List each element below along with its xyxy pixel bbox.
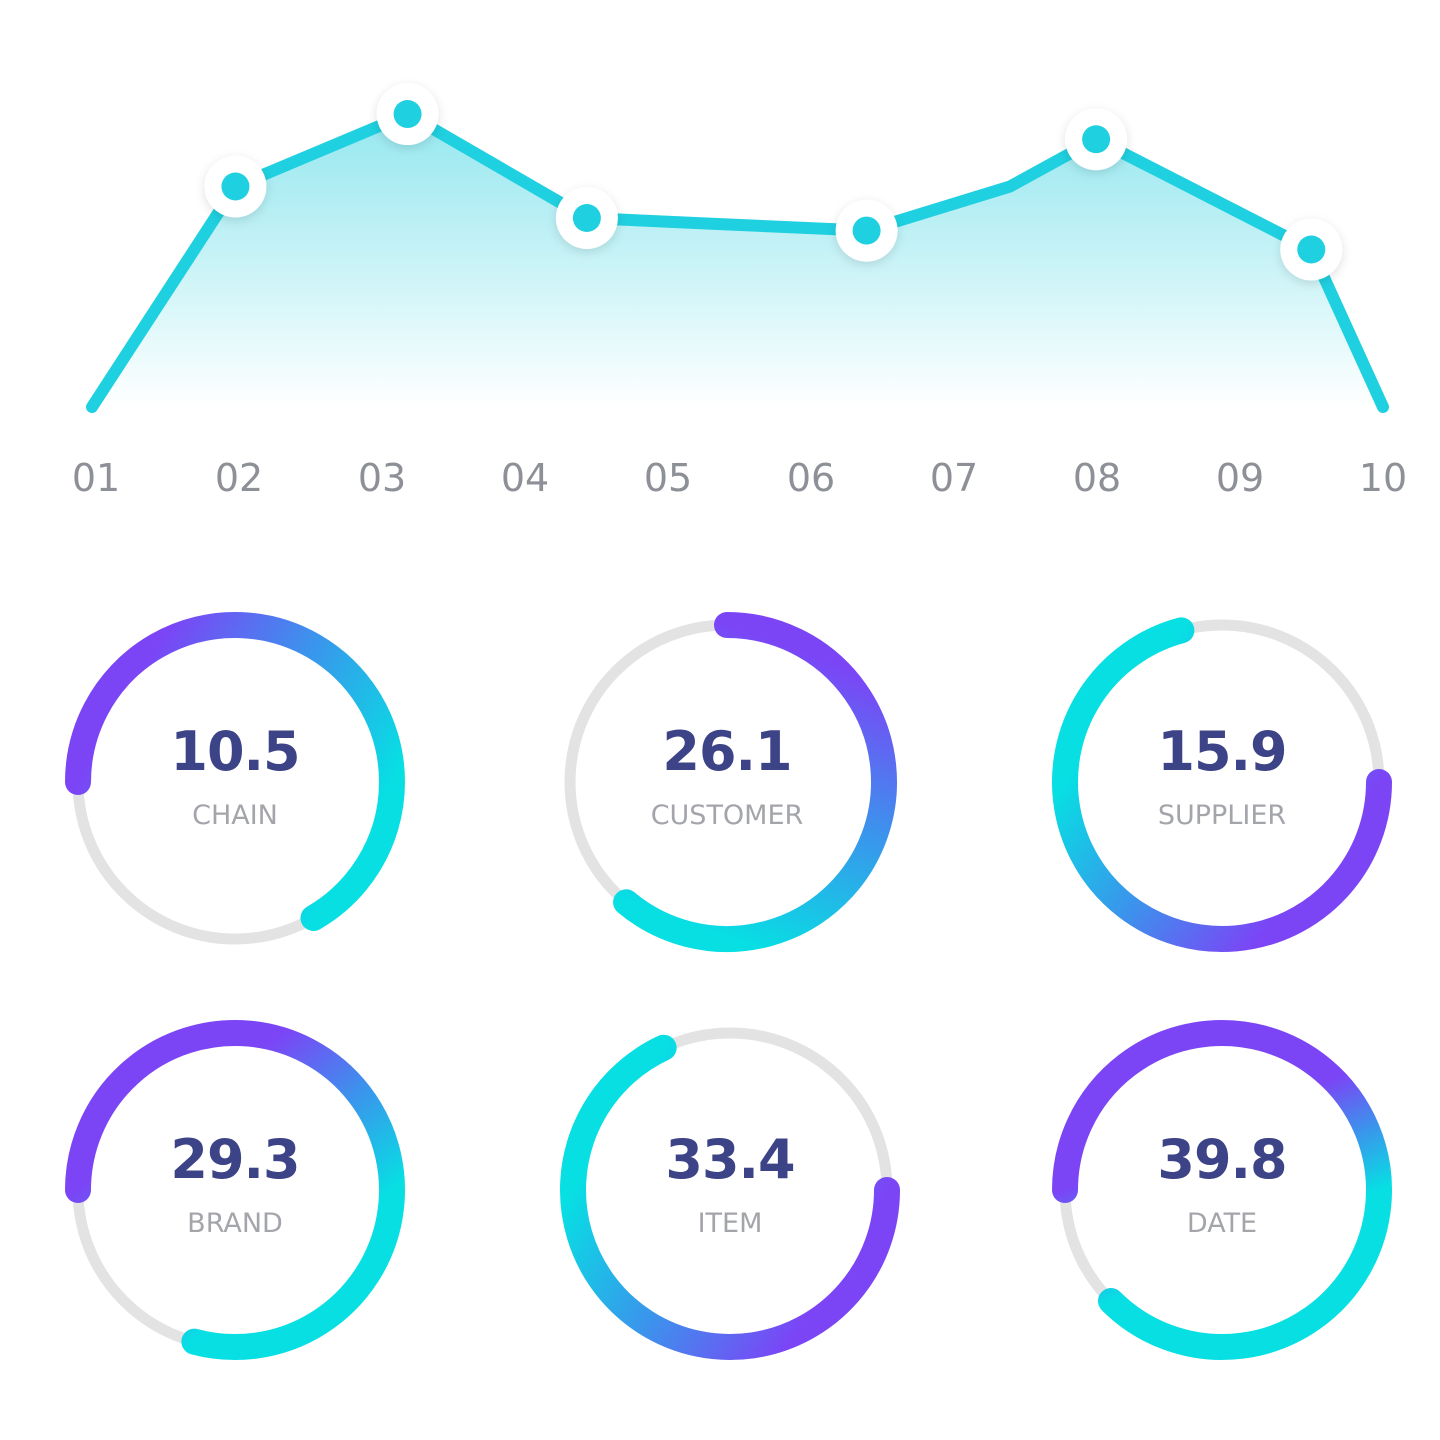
x-tick-label: 03 (358, 456, 406, 500)
gauge-value: 10.5 (170, 720, 300, 783)
gauge-value: 26.1 (662, 720, 792, 783)
gauge-label: BRAND (187, 1208, 283, 1239)
data-point-marker[interactable] (1065, 108, 1128, 171)
gauge-value: 15.9 (1157, 720, 1287, 783)
gauge-label: DATE (1186, 1208, 1258, 1239)
series-line (86, 108, 1389, 413)
gauge-item: 33.4 ITEM (550, 1010, 910, 1370)
gauge-supplier: 15.9 SUPPLIER (1042, 602, 1402, 962)
gauge-ring (65, 1020, 405, 1360)
gauge-customer: 26.1 CUSTOMER (547, 602, 907, 962)
data-point-marker[interactable] (204, 155, 267, 218)
data-point-marker[interactable] (1280, 218, 1343, 281)
x-axis-ticks: 01 02 03 04 05 06 07 08 09 10 (72, 456, 1407, 500)
gauge-ring (1052, 617, 1392, 952)
gauge-arc (65, 612, 405, 931)
x-tick-label: 01 (72, 456, 120, 500)
x-tick-label: 06 (787, 456, 835, 500)
data-point-marker[interactable] (835, 199, 898, 262)
gauge-ring (560, 1027, 900, 1360)
line-markers (204, 83, 1343, 281)
gauge-arc (1052, 1020, 1392, 1360)
data-point-dot (1082, 125, 1111, 154)
x-tick-label: 10 (1359, 456, 1407, 500)
x-tick-label: 08 (1073, 456, 1121, 500)
gauge-label: CHAIN (192, 800, 278, 831)
gauge-label: ITEM (697, 1208, 763, 1239)
x-tick-label: 04 (501, 456, 549, 500)
data-point-marker[interactable] (376, 83, 439, 146)
gauge-date: 39.8 DATE (1042, 1010, 1402, 1370)
gauge-ring (1052, 1020, 1392, 1360)
gauge-label: SUPPLIER (1157, 800, 1287, 831)
data-point-dot (221, 172, 250, 201)
gauge-ring (564, 612, 897, 952)
gauge-chain: 10.5 CHAIN (55, 602, 415, 962)
gauge-label: CUSTOMER (650, 800, 804, 831)
area-fill (92, 114, 1383, 407)
gauge-arc (65, 1020, 405, 1360)
gauge-arc (1052, 617, 1392, 952)
gauge-value: 39.8 (1157, 1128, 1287, 1191)
gauge-arc (613, 612, 897, 952)
data-point-dot (1297, 235, 1326, 264)
gauge-brand: 29.3 BRAND (55, 1010, 415, 1370)
data-point-dot (572, 204, 601, 232)
data-point-dot (852, 216, 881, 245)
x-tick-label: 07 (930, 456, 978, 500)
line-chart: 01 02 03 04 05 06 07 08 09 10 (72, 83, 1407, 500)
x-tick-label: 09 (1216, 456, 1264, 500)
gauge-arc (560, 1034, 900, 1360)
gauge-ring (65, 612, 405, 945)
x-tick-label: 05 (644, 456, 692, 500)
gauge-value: 33.4 (665, 1128, 795, 1191)
data-point-dot (393, 100, 422, 129)
x-tick-label: 02 (215, 456, 263, 500)
gauge-value: 29.3 (170, 1128, 300, 1191)
data-point-marker[interactable] (555, 187, 618, 249)
